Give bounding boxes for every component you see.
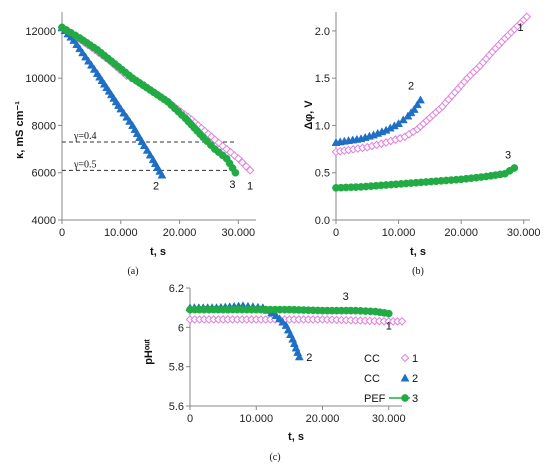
panel-b-xlabel: t, s [410,246,426,258]
x-tick-label: 0 [333,227,339,239]
reference-line-label: γ=0.5 [73,159,97,170]
series-2-point [412,100,422,109]
y-tick-label: 6000 [32,168,56,180]
panel-b: Δφ, V t, s (b) 0 10.000 20.000 30.000 0.0 0.5… [303,12,541,277]
x-tick-label: 10.000 [382,227,416,239]
curve-label-1: 1 [247,180,253,192]
y-tick-label: 4000 [32,215,56,227]
legend-marker [401,394,409,402]
y-tick-label: 5.6 [169,401,184,413]
reference-line-label: γ=0.4 [73,131,97,142]
panel-a-caption: (a) [127,266,138,277]
series-2-point [409,104,419,113]
y-tick-label: 0.5 [315,168,330,180]
panel-c-caption: (c) [269,452,280,463]
series-2-point [145,150,155,159]
series-2-point [139,141,149,149]
x-tick-label: 20.000 [444,227,478,239]
series-1-point [397,317,407,326]
y-tick-label: 12000 [25,26,56,38]
x-tick-label: 0 [187,413,193,425]
curve-label-2: 2 [306,352,312,364]
legend-label: CC [364,353,380,365]
panel-b-ylabel: Δφ, V [303,100,315,130]
y-tick-label: 0.0 [315,215,330,227]
y-tick-label: 1.5 [315,73,330,85]
legend-marker [400,373,410,382]
x-tick-label: 10.000 [104,227,138,239]
y-tick-label: 1.0 [315,120,330,132]
series-1-point [245,166,255,175]
x-tick-label: 20.000 [306,413,340,425]
legend-marker [400,353,410,363]
series-2-point [416,95,425,104]
x-tick-label: 20.000 [163,227,197,239]
panel-c-ylabel: pHᵒᵘᵗ [143,339,155,365]
series-2-point [142,145,152,154]
legend-series-number: 3 [412,393,418,405]
legend-series-number: 2 [412,373,418,385]
panel-c-xlabel: t, s [288,431,304,443]
series-3-point [231,168,240,177]
curve-label-1: 1 [386,320,392,332]
series-3-point [510,164,519,172]
panel-b-caption: (b) [412,266,424,277]
y-tick-label: 6 [178,322,184,334]
curve-label-1: 1 [518,22,524,34]
x-tick-label: 30.000 [222,227,256,239]
y-tick-label: 6.2 [169,283,184,295]
panel-c: pHᵒᵘᵗ t, s (c) 0 10.000 20.000 30.000 5.6 5.8… [143,283,418,463]
curve-label-2: 2 [408,81,414,93]
y-tick-label: 2.0 [315,26,330,38]
panel-a-xlabel: t, s [150,246,166,258]
y-tick-label: 10000 [25,73,56,85]
curve-label-3: 3 [229,179,235,191]
legend-series-number: 1 [412,353,418,365]
panel-a: κ, mS cm⁻¹ t, s (a) γ=0.4 γ=0.5 0 10.000 2… [14,12,256,277]
legend-label: CC [364,373,380,385]
curve-label-3: 3 [343,291,349,303]
series-1-point [522,12,532,22]
x-tick-label: 30.000 [507,227,541,239]
curve-label-3: 3 [505,150,511,162]
y-tick-label: 5.8 [169,362,184,374]
legend-label: PEF [364,393,386,405]
curve-label-2: 2 [153,180,159,192]
x-tick-label: 30.000 [372,413,406,425]
x-tick-label: 0 [59,227,65,239]
series-2-point [157,170,167,179]
series-3-point [384,309,393,318]
panel-a-ylabel: κ, mS cm⁻¹ [14,101,26,159]
series-2-point [294,352,304,361]
y-tick-label: 8000 [32,120,56,132]
x-tick-label: 10.000 [239,413,273,425]
